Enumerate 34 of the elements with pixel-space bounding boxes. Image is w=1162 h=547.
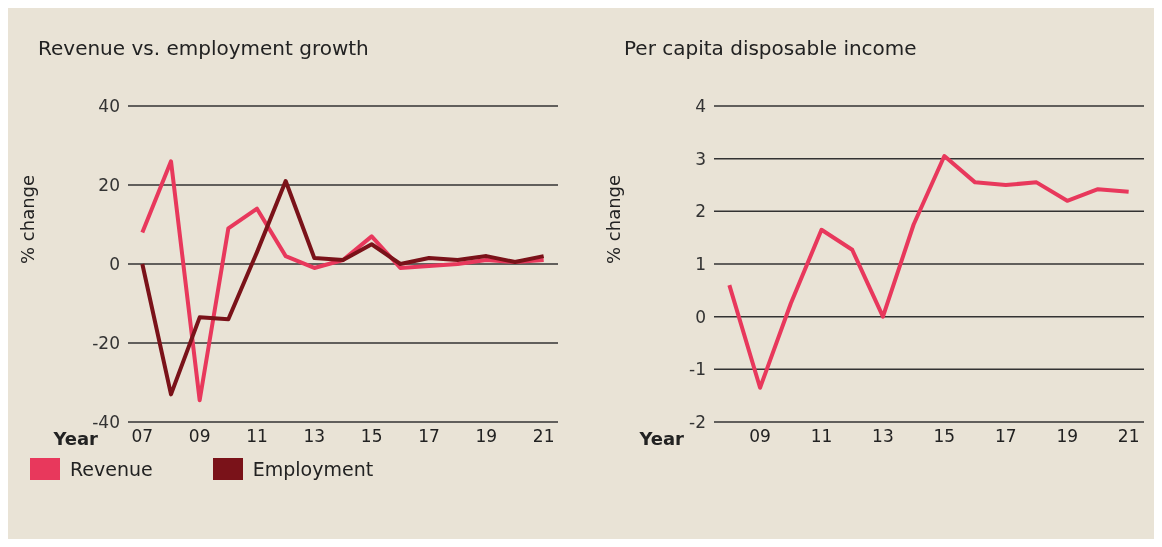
- x-tick-label: 19: [475, 426, 498, 447]
- x-axis-title: Year: [638, 428, 685, 450]
- x-tick-label: 17: [994, 426, 1017, 447]
- x-tick-label: 11: [246, 426, 268, 447]
- x-tick-label: 07: [131, 426, 154, 447]
- y-axis-title: % change: [603, 174, 625, 264]
- x-tick-label: 13: [303, 426, 326, 447]
- line-series: [727, 154, 1131, 390]
- y-tick-label: -1: [689, 359, 706, 380]
- legend-label: Employment: [252, 458, 374, 480]
- y-tick-label: 0: [695, 306, 706, 327]
- x-tick-label: 21: [1117, 426, 1140, 447]
- x-tick-label: 19: [1056, 426, 1079, 447]
- x-tick-label: 09: [749, 426, 771, 447]
- y-tick-label: 3: [695, 148, 706, 169]
- chart-title: Per capita disposable income: [623, 35, 918, 62]
- x-tick-label: 15: [933, 426, 956, 447]
- x-tick-label: 15: [360, 426, 383, 447]
- x-tick-label: 11: [810, 426, 833, 447]
- y-tick-label: 40: [98, 96, 120, 117]
- chart-title: Revenue vs. employment growth: [37, 35, 370, 62]
- legend-label: Revenue: [70, 458, 153, 480]
- y-axis-title: % change: [17, 174, 39, 264]
- y-tick-label: 4: [695, 96, 706, 117]
- y-tick-label: 2: [695, 201, 706, 222]
- y-tick-label: -2: [689, 412, 706, 433]
- y-tick-label: 20: [98, 175, 120, 196]
- y-tick-label: -20: [92, 333, 120, 354]
- y-tick-label: 0: [109, 254, 120, 275]
- x-tick-label: 09: [188, 426, 211, 447]
- y-tick-label: 1: [695, 254, 706, 275]
- x-tick-label: 21: [532, 426, 555, 447]
- x-tick-label: 17: [418, 426, 440, 447]
- x-tick-label: 13: [872, 426, 894, 447]
